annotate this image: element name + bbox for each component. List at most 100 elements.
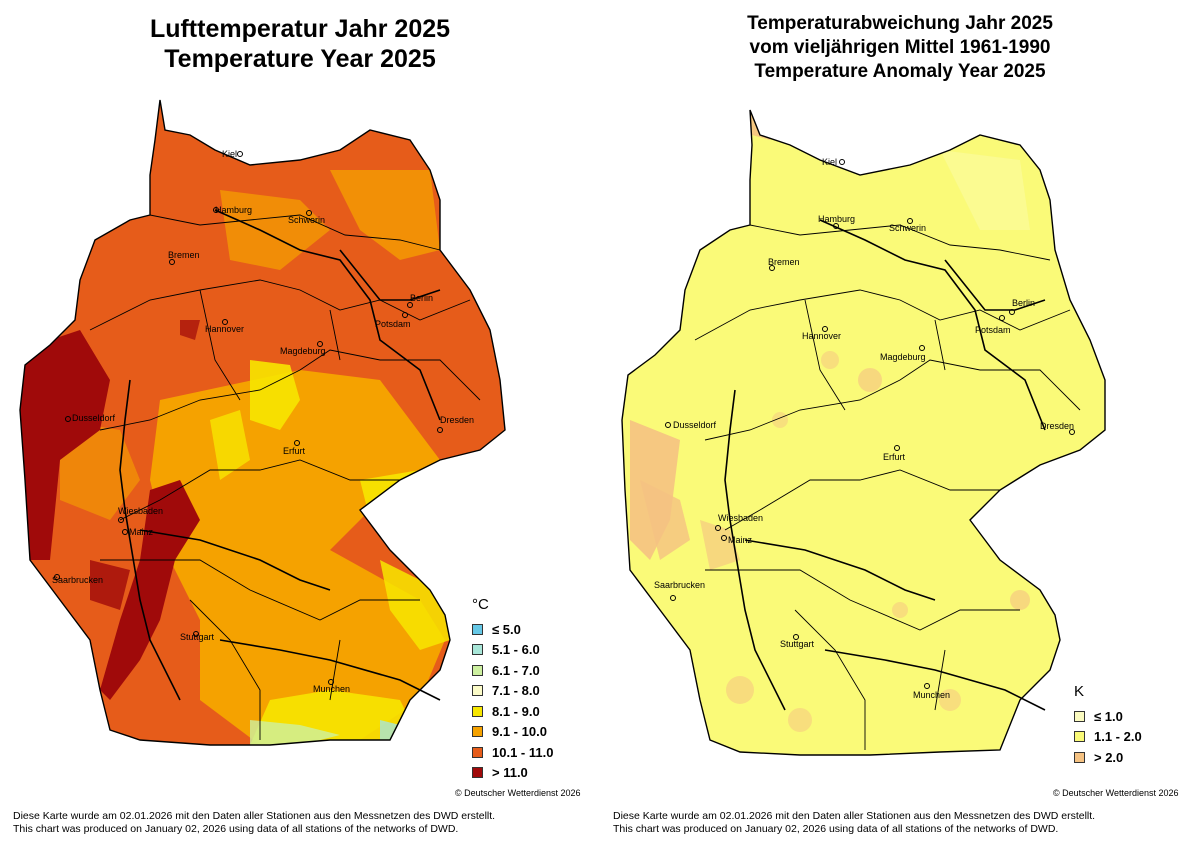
legend-label: 1.1 - 2.0	[1094, 729, 1142, 745]
city-marker-munchen	[924, 683, 930, 689]
city-marker-stuttgart	[193, 631, 199, 637]
legend-entry: 5.1 - 6.0	[472, 640, 553, 661]
footnote: Diese Karte wurde am 02.01.2026 mit den …	[613, 810, 1095, 835]
anomaly-map-panel: Temperaturabweichung Jahr 2025 vom vielj…	[600, 0, 1200, 848]
city-label-potsdam: Potsdam	[975, 325, 1011, 335]
anomaly-legend: K ≤ 1.0 1.1 - 2.0 > 2.0	[1074, 683, 1142, 768]
city-label-bremen: Bremen	[768, 257, 800, 267]
copyright-notice: © Deutscher Wetterdienst 2026	[455, 788, 581, 798]
legend-swatch	[472, 767, 483, 779]
city-label-hamburg: Hamburg	[818, 214, 855, 224]
city-label-stuttgart: Stuttgart	[780, 639, 815, 649]
city-label-potsdam: Potsdam	[375, 319, 411, 329]
state-borders	[89, 214, 481, 740]
city-marker-stuttgart	[793, 634, 799, 640]
city-marker-wiesbaden	[118, 517, 124, 523]
legend-label: ≤ 1.0	[1094, 708, 1123, 724]
legend-label: 7.1 - 8.0	[492, 683, 540, 699]
legend-entry: ≤ 1.0	[1074, 706, 1142, 727]
city-markers: Kiel Hamburg Schwerin Bremen Berlin Hann…	[52, 149, 474, 694]
city-marker-berlin	[1009, 309, 1015, 315]
legend-swatch	[472, 644, 483, 656]
legend-label: ≤ 5.0	[492, 621, 521, 637]
city-label-magdeburg: Magdeburg	[880, 352, 926, 362]
city-marker-kiel	[237, 151, 243, 157]
city-label-kiel: Kiel	[222, 149, 237, 159]
city-marker-munchen	[328, 679, 334, 685]
temperature-legend: °C ≤ 5.0 5.1 - 6.0 6.1 - 7.0 7.1 - 8.0 8…	[472, 596, 553, 783]
city-label-wiesbaden: Wiesbaden	[718, 513, 763, 523]
city-label-hannover: Hannover	[205, 324, 244, 334]
city-label-schwerin: Schwerin	[288, 215, 325, 225]
legend-entry: > 2.0	[1074, 747, 1142, 768]
city-label-magdeburg: Magdeburg	[280, 346, 326, 356]
temperature-map-panel: Lufttemperatur Jahr 2025 Temperature Yea…	[0, 14, 600, 835]
legend-label: 8.1 - 9.0	[492, 703, 540, 719]
city-label-dusseldorf: Dusseldorf	[72, 413, 116, 423]
city-marker-erfurt	[294, 440, 300, 446]
city-label-erfurt: Erfurt	[283, 446, 306, 456]
legend-swatch	[472, 746, 483, 758]
legend-swatch	[472, 664, 483, 676]
city-marker-hannover	[822, 326, 828, 332]
city-label-dresden: Dresden	[1040, 421, 1074, 431]
map-title: Lufttemperatur Jahr 2025 Temperature Yea…	[0, 14, 600, 74]
city-label-saarbrucken: Saarbrucken	[52, 575, 103, 585]
city-marker-mainz	[122, 529, 128, 535]
city-label-hannover: Hannover	[802, 331, 841, 341]
legend-label: > 11.0	[492, 765, 528, 781]
city-marker-mainz	[721, 535, 727, 541]
legend-label: > 2.0	[1094, 749, 1124, 765]
city-label-schwerin: Schwerin	[889, 223, 926, 233]
temperature-map: Kiel Hamburg Schwerin Bremen Berlin Hann…	[19, 99, 506, 746]
legend-label: 5.1 - 6.0	[492, 642, 540, 658]
city-label-munchen: Munchen	[913, 690, 950, 700]
legend-entry: 8.1 - 9.0	[472, 701, 553, 722]
city-label-saarbrucken: Saarbrucken	[654, 580, 705, 590]
city-marker-magdeburg	[919, 345, 925, 351]
city-marker-potsdam	[999, 315, 1005, 321]
legend-entry: 9.1 - 10.0	[472, 722, 553, 743]
city-marker-kiel	[839, 159, 845, 165]
city-marker-bremen	[169, 259, 175, 265]
city-label-munchen: Munchen	[313, 684, 350, 694]
city-label-erfurt: Erfurt	[883, 452, 906, 462]
legend-swatch	[472, 685, 483, 697]
city-marker-saarbrucken	[54, 574, 60, 580]
city-label-mainz: Mainz	[728, 535, 753, 545]
rivers	[119, 209, 441, 701]
footnote-german: Diese Karte wurde am 02.01.2026 mit den …	[13, 810, 496, 822]
legend-swatch	[1074, 751, 1085, 763]
copyright-notice: © Deutscher Wetterdienst 2026	[1053, 788, 1179, 798]
city-label-berlin: Berlin	[1012, 298, 1035, 308]
city-marker-hamburg	[213, 207, 219, 213]
footnote-german: Diese Karte wurde am 02.01.2026 mit den …	[613, 810, 1096, 822]
legend-entry: 10.1 - 11.0	[472, 742, 553, 763]
city-marker-schwerin	[306, 210, 312, 216]
legend-entry: 1.1 - 2.0	[1074, 727, 1142, 748]
city-marker-dresden	[437, 427, 443, 433]
legend-label: 6.1 - 7.0	[492, 662, 540, 678]
city-markers: Kiel Hamburg Schwerin Bremen Berlin Hann…	[654, 157, 1075, 700]
city-label-dusseldorf: Dusseldorf	[673, 420, 717, 430]
legend-entry: 7.1 - 8.0	[472, 681, 553, 702]
legend-swatch	[1074, 731, 1085, 743]
footnote: Diese Karte wurde am 02.01.2026 mit den …	[13, 810, 495, 835]
map-title-line1: Lufttemperatur Jahr 2025	[149, 15, 451, 43]
legend-swatch	[472, 726, 483, 738]
anomaly-map: Kiel Hamburg Schwerin Bremen Berlin Hann…	[621, 109, 1106, 756]
city-marker-berlin	[407, 302, 413, 308]
city-label-dresden: Dresden	[440, 415, 474, 425]
city-marker-dresden	[1069, 429, 1075, 435]
city-marker-dusseldorf	[65, 416, 71, 422]
legend-unit: °C	[472, 596, 489, 613]
map-title-line2: vom vieljährigen Mittel 1961-1990	[749, 37, 1051, 59]
map-title-line1: Temperaturabweichung Jahr 2025	[747, 13, 1053, 34]
city-marker-bremen	[769, 265, 775, 271]
city-marker-schwerin	[907, 218, 913, 224]
city-label-bremen: Bremen	[168, 250, 200, 260]
footnote-english: This chart was produced on January 02, 2…	[613, 822, 1059, 835]
footnote-english: This chart was produced on January 02, 2…	[13, 822, 459, 835]
city-label-berlin: Berlin	[410, 293, 433, 303]
city-marker-potsdam	[402, 312, 408, 318]
